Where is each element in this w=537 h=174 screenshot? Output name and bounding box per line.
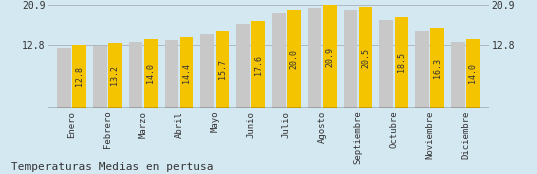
Bar: [251, 21, 265, 108]
Text: 12.8: 12.8: [75, 66, 84, 86]
Bar: [451, 42, 465, 108]
Bar: [215, 31, 229, 108]
Text: 20.5: 20.5: [361, 48, 370, 68]
Text: 18.5: 18.5: [397, 52, 406, 72]
Bar: [272, 13, 286, 108]
Bar: [180, 37, 193, 108]
Bar: [308, 8, 322, 108]
Text: 13.2: 13.2: [111, 65, 119, 85]
Text: 20.9: 20.9: [325, 47, 334, 66]
Text: 14.0: 14.0: [468, 64, 477, 84]
Text: 17.6: 17.6: [253, 55, 263, 75]
Text: Temperaturas Medias en pertusa: Temperaturas Medias en pertusa: [11, 162, 213, 172]
Bar: [57, 48, 71, 108]
Text: 14.0: 14.0: [146, 64, 155, 84]
Text: 14.4: 14.4: [182, 62, 191, 82]
Bar: [430, 28, 444, 108]
Text: 16.3: 16.3: [433, 58, 441, 78]
Bar: [359, 7, 372, 108]
Bar: [93, 46, 107, 108]
Bar: [200, 34, 214, 108]
Bar: [144, 39, 157, 108]
Text: 15.7: 15.7: [218, 59, 227, 79]
Bar: [287, 10, 301, 108]
Bar: [165, 40, 178, 108]
Bar: [380, 20, 393, 108]
Bar: [466, 39, 480, 108]
Bar: [129, 42, 142, 108]
Bar: [108, 43, 122, 108]
Bar: [344, 10, 357, 108]
Text: 20.0: 20.0: [289, 49, 299, 69]
Bar: [395, 17, 408, 108]
Bar: [72, 45, 86, 108]
Bar: [236, 24, 250, 108]
Bar: [323, 5, 337, 108]
Bar: [415, 31, 429, 108]
